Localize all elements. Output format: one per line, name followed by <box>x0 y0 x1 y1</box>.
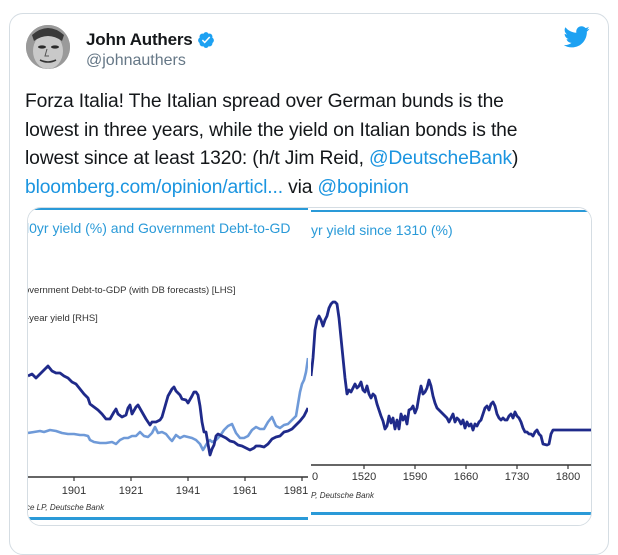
x-tick-label: 1901 <box>61 485 87 497</box>
legend-item-debt: overnment Debt-to-GDP (with DB forecasts… <box>28 285 236 296</box>
author-name-row[interactable]: John Authers <box>86 30 215 50</box>
x-tick-label: 1941 <box>175 485 201 497</box>
author-name[interactable]: John Authers <box>86 30 193 49</box>
tweet-text-line: bloomberg.com/opinion/articl... via @bop… <box>25 174 595 203</box>
media-gallery: l0yr yield (%) and Government Debt-to-GD… <box>27 207 592 526</box>
chart-image-left[interactable]: l0yr yield (%) and Government Debt-to-GD… <box>28 208 308 525</box>
tweet-text-line: lowest in three years, while the yield o… <box>25 119 518 141</box>
chart-source: P, Deutsche Bank <box>311 491 375 500</box>
x-tick-label: 0 <box>311 471 319 483</box>
chart-title: l0yr yield (%) and Government Debt-to-GD <box>28 220 291 236</box>
twitter-bird-icon[interactable] <box>564 26 590 48</box>
tweet-text-line: Forza Italia! The Italian spread over Ge… <box>25 91 504 112</box>
mention-bopinion-link[interactable]: @bopinion <box>317 176 409 198</box>
mention-deutschebank-link[interactable]: @DeutscheBank <box>368 148 513 170</box>
chart-top-rule <box>28 208 308 210</box>
chart-source: ce LP, Deutsche Bank <box>28 503 105 512</box>
chart-left-plot <box>28 357 308 481</box>
tweet-text-segment: lowest since at least 1320: (h/t Jim Rei… <box>25 148 369 170</box>
tweet-text: Forza Italia! The Italian spread over Ge… <box>25 88 595 202</box>
x-tick-label: 1981 <box>283 485 308 497</box>
x-tick-label: 1660 <box>453 471 479 483</box>
avatar-photo-icon <box>26 25 70 69</box>
tweet-text-segment: via <box>282 176 318 198</box>
article-link[interactable]: bloomberg.com/opinion/articl... <box>25 176 283 198</box>
chart-title: yr yield since 1310 (%) <box>311 222 453 238</box>
tweet-text-segment: ) <box>512 148 519 170</box>
chart-bottom-rule <box>311 512 591 515</box>
chart-right-plot <box>311 300 591 469</box>
x-tick-label: 1730 <box>504 471 530 483</box>
chart-bottom-rule <box>28 517 308 520</box>
x-tick-label: 1520 <box>351 471 377 483</box>
chart-top-rule <box>311 210 591 212</box>
legend-item-yield: -year yield [RHS] <box>28 313 98 324</box>
tweet-text-line: lowest since at least 1320: (h/t Jim Rei… <box>25 145 595 174</box>
chart-image-right[interactable]: yr yield since 1310 (%) 0 1520 1590 1660… <box>311 208 591 525</box>
author-avatar[interactable] <box>26 25 70 69</box>
author-handle[interactable]: @johnauthers <box>86 52 186 69</box>
x-tick-label: 1961 <box>232 485 258 497</box>
x-tick-label: 1590 <box>402 471 428 483</box>
verified-badge-icon <box>197 32 214 48</box>
x-tick-label: 1921 <box>118 485 144 497</box>
x-tick-label: 1800 <box>555 471 581 483</box>
